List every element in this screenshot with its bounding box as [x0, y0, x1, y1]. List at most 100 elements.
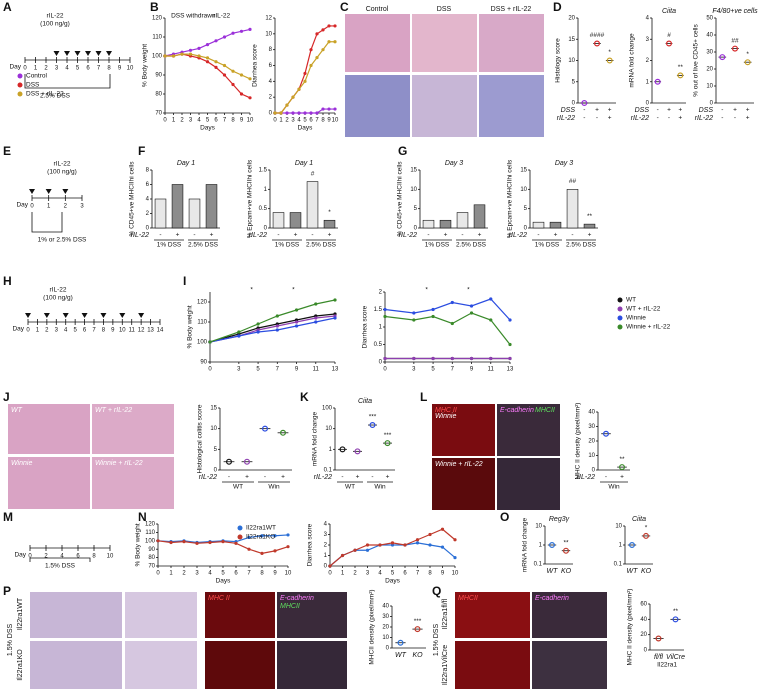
micrograph: [455, 641, 530, 689]
dot: [642, 532, 649, 539]
y-tick-label: 0: [646, 101, 650, 107]
x-tick-label: WT: [547, 568, 559, 575]
dot: [628, 541, 635, 548]
group-mark: -: [264, 474, 266, 481]
dot: [719, 54, 726, 61]
legend-marker: [617, 315, 623, 321]
data-point: [469, 356, 474, 361]
legend-marker: [237, 534, 243, 540]
y-tick-label: 15: [410, 168, 417, 174]
dss-bracket: [24, 74, 111, 89]
annotation: **: [673, 608, 679, 615]
data-point: [440, 527, 445, 531]
image-label: MHCII: [458, 595, 478, 602]
series-line: [275, 41, 335, 114]
y-tick-label: 2: [646, 58, 650, 64]
y-axis-label: Histological colitis score: [197, 404, 204, 473]
x-axis-label: Days: [200, 125, 216, 132]
group-mark: +: [667, 107, 671, 114]
chart-title: Day 3: [555, 160, 573, 167]
group-mark: -: [721, 107, 723, 114]
dot: [672, 616, 679, 623]
data-point: [303, 111, 307, 115]
data-point: [248, 27, 252, 31]
micrograph: [497, 458, 560, 510]
y-axis-label: % Body weight: [187, 305, 194, 348]
y-tick-label: 0.1: [324, 468, 333, 474]
micrograph: [92, 457, 174, 509]
day-label: 10: [127, 66, 134, 72]
y-tick-label: 10: [210, 426, 217, 432]
y-tick-label: 0: [644, 648, 648, 654]
image-label: Winnie + rIL-22: [435, 461, 483, 468]
y-axis-label: Diarrhea score: [362, 305, 369, 348]
x-tick-label: 3: [412, 367, 416, 373]
micrograph: [205, 641, 275, 689]
data-point: [333, 316, 337, 320]
series-line: [329, 528, 456, 567]
group-row-label: DSS: [699, 107, 714, 114]
x-tick-label: 9: [240, 118, 244, 124]
dot: [548, 541, 555, 548]
annotation: #: [311, 170, 315, 177]
dot: [369, 422, 376, 429]
x-tick-label: 11: [313, 367, 320, 373]
image-label: Winnie: [435, 413, 456, 420]
x-tick-label: 8: [260, 571, 264, 577]
day-label: 12: [138, 328, 145, 334]
injection-arrow: [106, 51, 112, 56]
data-point: [275, 328, 279, 332]
y-axis-label: % CD45+ve MHCIIhi cells: [397, 161, 404, 237]
data-point: [273, 534, 277, 538]
injection-arrow: [138, 313, 145, 318]
injection-arrow: [53, 51, 60, 56]
annotation: ***: [384, 432, 392, 439]
x-tick-label: WT: [627, 568, 639, 575]
annotation: *: [250, 287, 253, 294]
day-label: 2: [44, 554, 48, 560]
data-point: [412, 356, 416, 361]
schematic-title: rIL-22: [47, 13, 64, 20]
group-mark: -: [657, 115, 659, 122]
y-tick-label: 4: [324, 522, 328, 528]
dot: [354, 448, 361, 455]
injection-arrow: [81, 313, 88, 318]
y-axis-label: % Epcam+ve MHCIIhi cells: [247, 159, 254, 238]
group-mark: +: [245, 474, 249, 481]
y-tick-label: 10: [520, 187, 527, 193]
group-mark: -: [371, 474, 373, 481]
data-point: [415, 541, 420, 545]
bar: [549, 221, 562, 229]
y-tick-label: 30: [706, 50, 713, 56]
dot: [593, 40, 600, 47]
injection-arrow: [62, 313, 69, 318]
micrograph: [412, 75, 477, 137]
panel-label: M: [3, 510, 13, 524]
y-tick-label: 5: [214, 447, 218, 453]
x-tick-label: 10: [247, 118, 254, 124]
bar: [566, 189, 579, 229]
injection-arrow: [29, 189, 35, 194]
group-mark: -: [228, 474, 230, 481]
bar: [154, 198, 167, 229]
data-point: [239, 92, 244, 96]
day-label: 10: [107, 554, 114, 560]
y-tick-label: 90: [155, 73, 162, 79]
data-point: [428, 543, 432, 547]
y-tick-label: 2: [146, 211, 150, 217]
image-label: Il22ra1KO: [17, 649, 24, 681]
micrograph: [30, 592, 122, 638]
panel-label: Q: [432, 584, 441, 598]
dot: [262, 425, 269, 432]
data-point: [383, 307, 387, 312]
y-tick-label: 20: [706, 67, 713, 73]
panel-label: L: [420, 390, 427, 404]
group-mark: +: [210, 232, 214, 239]
data-point: [188, 52, 193, 56]
schematic-subtitle: (100 ng/g): [47, 169, 77, 176]
y-tick-label: 0: [524, 226, 528, 232]
y-tick-label: 0: [592, 468, 596, 474]
x-axis-label: Days: [298, 125, 314, 132]
axis-label: Day: [16, 202, 28, 209]
group-mark: +: [281, 474, 285, 481]
